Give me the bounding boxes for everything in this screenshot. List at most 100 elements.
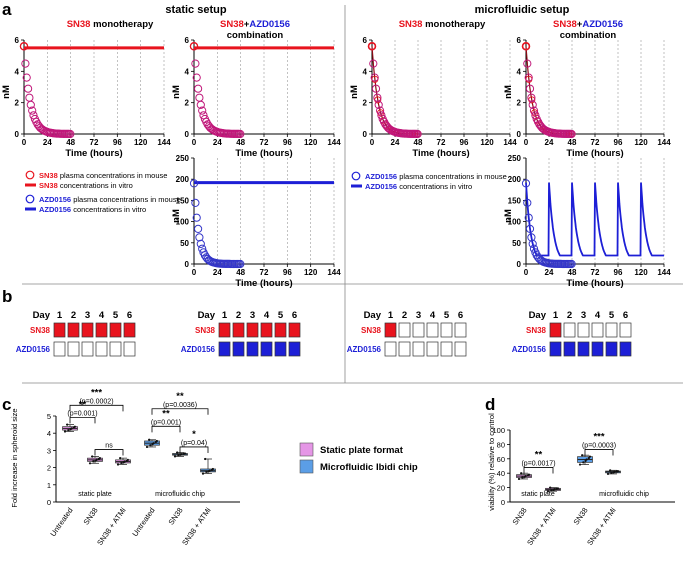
category-label: SN38 + ATMi	[525, 506, 558, 547]
legend-text: plasma concentrations in mouse	[71, 195, 181, 204]
title-drug2: AZD0156	[582, 19, 623, 30]
category-label: SN38 + ATMi	[95, 506, 128, 547]
x-tick-label: 144	[657, 268, 671, 277]
dose-cell-azd	[246, 341, 259, 357]
chart-static-combo-azd: 0 24 48 72 96 120 144 0 50 100 150 200 250 Time (hour…	[171, 154, 341, 289]
y-tick-label: 60	[497, 455, 505, 464]
title-plus: +	[577, 19, 583, 30]
day-number: 3	[416, 310, 421, 321]
dose-cell-sn38	[577, 322, 590, 338]
day-number: 6	[623, 310, 628, 321]
data-point	[581, 454, 584, 457]
data-point	[552, 488, 555, 492]
day-number: 2	[567, 310, 572, 321]
svg-text:SN38 monotherapy: SN38 monotherapy	[67, 19, 154, 30]
group-label: static plate	[521, 491, 555, 498]
data-point	[584, 459, 587, 463]
day-number: 3	[581, 310, 586, 321]
mouse-point	[528, 100, 537, 110]
dose-cell-azd	[412, 341, 425, 357]
legend-swatch-chip	[299, 459, 314, 474]
x-axis-label: Time (hours)	[566, 148, 623, 159]
significance-stars: **	[535, 449, 543, 460]
dose-cell-azd	[591, 341, 604, 357]
p-value: (p=0.001)	[151, 419, 181, 426]
x-tick-label: 96	[283, 268, 292, 277]
title-combination: combination	[560, 30, 617, 41]
data-point	[610, 471, 613, 474]
row-label-azd: AZD0156	[16, 345, 51, 354]
y-tick-label: 80	[497, 440, 505, 449]
mouse-point	[191, 59, 200, 68]
legend-text: concentrations in vitro	[397, 182, 472, 191]
y-axis-label: Fold increase in spheroid size	[10, 408, 19, 507]
mouse-point	[194, 84, 203, 93]
x-tick-label: 144	[503, 138, 517, 147]
data-point	[550, 489, 553, 492]
title-plus: +	[244, 19, 250, 30]
mouse-point	[525, 224, 535, 233]
y-tick-label: 150	[508, 196, 522, 205]
legend-marker-circle	[25, 170, 35, 180]
group-label: microfluidic chip	[599, 491, 649, 498]
dose-cell-sn38	[260, 322, 273, 338]
y-tick-label: 0	[363, 130, 368, 139]
header-static-setup: static setup	[165, 4, 226, 16]
svg-text:SN38+AZD0156: SN38+AZD0156	[220, 19, 290, 30]
row-label-azd: AZD0156	[347, 345, 382, 354]
dose-cell-sn38	[440, 322, 453, 338]
dose-cell-sn38	[274, 322, 287, 338]
data-point	[210, 468, 213, 471]
mouse-point	[567, 129, 576, 139]
data-point	[201, 472, 205, 475]
category-label: SN38 + ATMi	[180, 506, 213, 547]
title-micro-mono: SN38 monotherapy	[399, 19, 486, 30]
y-axis-label: nM	[349, 85, 360, 99]
mouse-point	[29, 111, 38, 120]
x-tick-label: 24	[391, 138, 400, 147]
x-tick-label: 120	[480, 138, 494, 147]
svg-text:AZD0156 plasma concentrations: AZD0156 plasma concentrations in mouse	[365, 172, 507, 181]
legend-swatch-plate	[299, 442, 314, 457]
x-axis-label: Time (hours)	[412, 148, 469, 159]
svg-text:AZD0156 plasma concentrations: AZD0156 plasma concentrations in mouse	[39, 195, 181, 204]
mouse-point	[199, 111, 208, 120]
legend-text: concentrations in vitro	[71, 205, 146, 214]
x-tick-label: 144	[157, 138, 171, 147]
dose-cell-sn38	[109, 322, 122, 338]
data-point	[606, 472, 610, 476]
y-tick-label: 4	[517, 67, 522, 76]
mouse-point	[22, 73, 31, 82]
significance-stars: **	[176, 391, 184, 402]
x-axis-label: Time (hours)	[235, 278, 292, 289]
day-number: 5	[609, 310, 615, 321]
legend-text: concentrations in vitro	[58, 181, 133, 190]
y-axis-label: nM	[1, 85, 12, 99]
mouse-point	[196, 100, 205, 110]
y-axis-label: viability (%) relative to control	[487, 413, 496, 511]
category-label: Untreated	[130, 506, 156, 538]
day-number: 5	[113, 310, 119, 321]
svg-text:SN38 plasma concentrations in: SN38 plasma concentrations in mouse	[39, 171, 167, 180]
x-tick-label: 144	[657, 138, 671, 147]
dose-cell-sn38	[549, 322, 562, 338]
data-point	[179, 453, 182, 456]
p-value: (p=0.0017)	[521, 460, 555, 467]
data-point	[72, 426, 75, 429]
dose-cell-sn38	[605, 322, 618, 338]
mouse-point	[523, 198, 532, 207]
dose-cell-azd	[81, 341, 94, 357]
x-tick-label: 24	[545, 268, 554, 277]
panel-label-d: d	[485, 395, 495, 414]
mouse-point	[28, 106, 37, 115]
dose-cell-azd	[384, 341, 397, 357]
day-number: 2	[236, 310, 241, 321]
data-point	[67, 429, 70, 432]
data-point	[582, 461, 585, 464]
data-point	[578, 463, 582, 466]
mouse-point	[529, 106, 539, 115]
dose-cell-azd	[109, 341, 122, 357]
